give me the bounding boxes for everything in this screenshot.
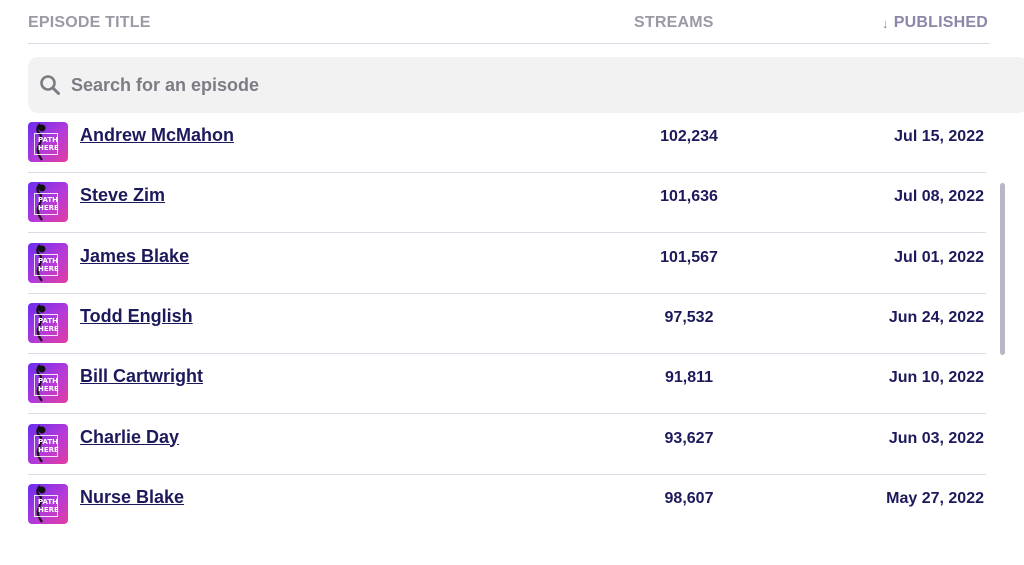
search-bar: [28, 57, 1024, 113]
table-row[interactable]: PATH HERE Steve Zim 101,636 Jul 08, 2022: [28, 172, 986, 234]
episode-thumbnail: PATH HERE: [28, 363, 68, 404]
episode-thumbnail: PATH HERE: [28, 242, 68, 283]
scrollbar-thumb[interactable]: [1000, 183, 1005, 355]
episode-title-link[interactable]: Charlie Day: [80, 426, 180, 447]
episode-thumbnail: PATH HERE: [28, 122, 68, 162]
thumbnail-text-line1: PATH: [38, 196, 58, 205]
thumbnail-text-line2: HERE: [38, 144, 59, 152]
table-row[interactable]: PATH HERE Charlie Day 93,627 Jun 03, 2022: [28, 414, 986, 475]
table-row[interactable]: PATH HERE Andrew McMahon 102,234 Jul 15, 202…: [28, 118, 986, 173]
table-row[interactable]: PATH HERE Bill Cartwright 91,811 Jun 10, 202…: [28, 353, 986, 415]
column-header-streams[interactable]: STREAMS: [634, 14, 714, 31]
episode-title-link[interactable]: Steve Zim: [80, 185, 166, 206]
thumbnail-text-line1: PATH: [38, 136, 58, 144]
thumbnail-text-line1: PATH: [38, 316, 58, 325]
episode-thumbnail: PATH HERE: [28, 182, 68, 223]
episode-list: PATH HERE Andrew McMahon 102,234 Jul 15, 202…: [28, 118, 986, 534]
episode-streams: 93,627: [664, 429, 714, 447]
column-header-published-label: PUBLISHED: [893, 14, 988, 31]
table-row[interactable]: PATH HERE Todd English 97,532 Jun 24, 2022: [28, 293, 986, 354]
episode-published-date: Jun 24, 2022: [888, 308, 984, 326]
episode-thumbnail: PATH HERE: [28, 302, 68, 343]
thumbnail-text-line1: PATH: [38, 497, 58, 506]
table-row[interactable]: PATH HERE James Blake 101,567 Jul 01, 2022: [28, 233, 986, 294]
thumbnail-text-line2: HERE: [38, 445, 59, 454]
episode-published-date: Jul 15, 2022: [894, 128, 984, 145]
search-input[interactable]: [69, 73, 673, 97]
episode-streams: 101,636: [660, 188, 718, 206]
episode-published-date: Jun 10, 2022: [888, 369, 984, 387]
column-header-published[interactable]: ↓ PUBLISHED: [882, 14, 988, 32]
episode-title-link[interactable]: Nurse Blake: [80, 486, 185, 507]
thumbnail-text-line2: HERE: [38, 264, 59, 273]
thumbnail-text-line2: HERE: [38, 324, 59, 333]
column-header-episode-title[interactable]: EPISODE TITLE: [28, 14, 151, 31]
episode-published-date: Jul 08, 2022: [894, 188, 984, 206]
table-header: EPISODE TITLE STREAMS ↓ PUBLISHED: [28, 0, 990, 44]
episode-thumbnail: PATH HERE: [28, 423, 68, 464]
table-row[interactable]: PATH HERE Nurse Blake 98,607 May 27, 2022: [28, 474, 986, 534]
search-icon: [39, 74, 61, 96]
thumbnail-text-line1: PATH: [38, 256, 58, 265]
thumbnail-text-line2: HERE: [38, 385, 59, 394]
episode-published-date: Jul 01, 2022: [894, 248, 984, 266]
thumbnail-text-line1: PATH: [38, 377, 58, 386]
episode-streams: 97,532: [664, 308, 714, 326]
episode-thumbnail: PATH HERE: [28, 483, 68, 524]
episode-published-date: Jun 03, 2022: [888, 429, 984, 447]
thumbnail-text-line2: HERE: [38, 204, 59, 213]
episode-published-date: May 27, 2022: [886, 489, 984, 507]
episode-title-link[interactable]: Todd English: [80, 305, 193, 326]
thumbnail-text-line1: PATH: [38, 437, 58, 446]
episode-title-link[interactable]: James Blake: [80, 245, 190, 266]
episode-streams: 101,567: [660, 248, 718, 266]
episode-streams: 98,607: [664, 489, 714, 507]
episode-streams: 102,234: [660, 128, 718, 145]
episode-streams: 91,811: [664, 369, 714, 387]
episode-title-link[interactable]: Andrew McMahon: [80, 125, 235, 145]
arrow-down-icon: ↓: [882, 15, 889, 31]
thumbnail-text-line2: HERE: [38, 505, 59, 514]
scrollbar[interactable]: [1000, 128, 1006, 532]
episode-title-link[interactable]: Bill Cartwright: [80, 366, 204, 387]
